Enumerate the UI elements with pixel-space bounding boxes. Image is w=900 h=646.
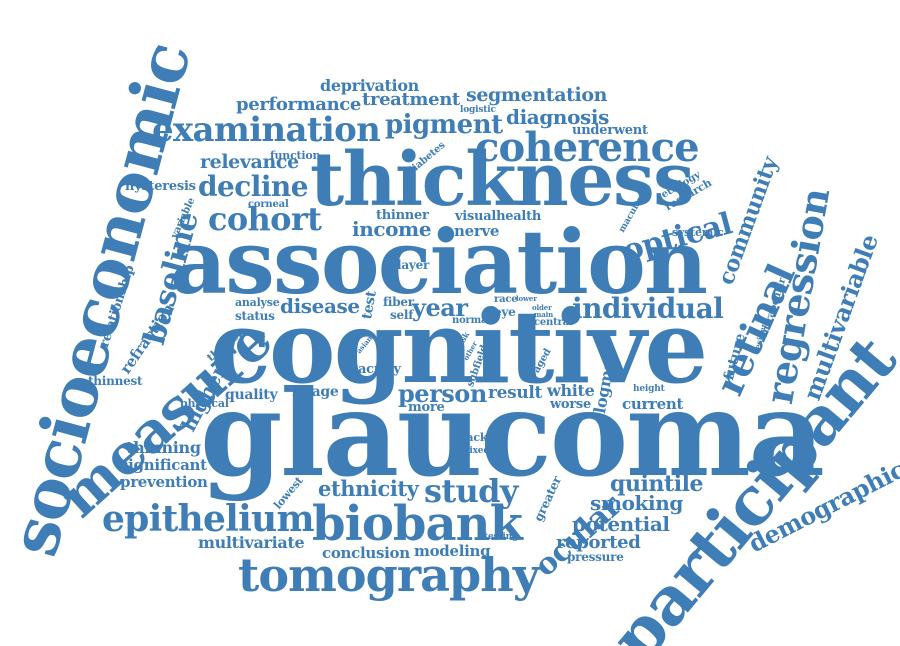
word-relevance: relevance <box>200 151 299 173</box>
word-individual: individual <box>572 292 724 325</box>
word-diagnosis: diagnosis <box>506 105 609 129</box>
word-person: person <box>398 379 487 408</box>
word-black: black <box>455 431 488 444</box>
word-quality: quality <box>225 387 278 403</box>
word-deprivation: deprivation <box>320 76 419 95</box>
word-performance: performance <box>236 94 362 115</box>
word-hysteresis: hysteresis <box>125 179 196 194</box>
word-modeling: modeling <box>414 542 491 560</box>
word-layer: layer <box>397 258 430 272</box>
word-mixed: mixed <box>460 446 490 456</box>
word-epithelium: epithelium <box>102 498 315 540</box>
word-biobank: biobank <box>312 496 523 552</box>
word-disease: disease <box>280 294 360 318</box>
word-normal: normal <box>452 315 491 326</box>
word-thinning: thinning <box>126 438 201 457</box>
word-income: income <box>352 217 432 241</box>
word-prevention: prevention <box>120 473 208 491</box>
word-cohort: cohort <box>208 200 322 238</box>
word-quintile: quintile <box>610 471 704 497</box>
word-fiber: fiber <box>383 295 414 309</box>
word-coherence: coherence <box>475 124 700 171</box>
word-ethnicity: ethnicity <box>318 476 419 501</box>
word-eye: eye <box>494 305 516 319</box>
word-significant: significant <box>120 456 207 474</box>
word-acuity: acuity <box>358 362 401 377</box>
word-segmentation: segmentation <box>466 84 608 106</box>
word-nerve: nerve <box>454 222 500 240</box>
word-potential: potential <box>572 512 670 536</box>
word-older: older <box>532 303 552 312</box>
word-result: result <box>488 383 542 403</box>
word-underwent: underwent <box>572 123 648 138</box>
word-multivariate: multivariate <box>198 533 305 552</box>
word-current: current <box>622 395 684 413</box>
word-main: main <box>534 310 554 319</box>
word-systemic: systemic <box>672 226 724 239</box>
word-self: self <box>390 308 414 322</box>
word-conclusion: conclusion <box>322 544 410 562</box>
word-corneal: corneal <box>248 199 289 210</box>
word-image: image <box>292 384 339 400</box>
word-white: white <box>547 381 595 400</box>
word-thinnest: thinnest <box>88 374 143 388</box>
word-reported: reported <box>556 532 641 553</box>
word-pigment: pigment <box>385 110 503 140</box>
word-tomography: tomography <box>238 548 540 602</box>
word-study: study <box>424 472 518 510</box>
word-analyse: analyse <box>235 296 280 309</box>
word-lower: lower <box>516 294 537 303</box>
word-function: function <box>270 149 321 162</box>
word-examination: examination <box>152 110 381 150</box>
word-testing: testing <box>484 532 519 542</box>
word-thickness: thickness <box>310 137 695 223</box>
word-year: year <box>412 293 468 322</box>
word-status: status <box>235 309 275 323</box>
word-visualhealth: visualhealth <box>455 209 542 224</box>
word-more: more <box>408 400 445 415</box>
word-central: central <box>534 317 573 328</box>
word-smoking: smoking <box>590 491 683 515</box>
word-worse: worse <box>550 397 592 412</box>
word-treatment: treatment <box>362 89 460 110</box>
word-height: height <box>633 384 665 394</box>
word-decline: decline <box>198 170 309 203</box>
word-cognitive: cognitive <box>210 288 708 406</box>
word-physical: physical <box>180 397 229 410</box>
word-glaucoma: glaucoma <box>200 364 825 503</box>
word-race: race <box>494 294 518 305</box>
word-association: association <box>170 210 708 314</box>
word-logistic: logistic <box>460 105 496 115</box>
word-thinner: thinner <box>376 208 429 223</box>
word-pressure: pressure <box>567 550 624 564</box>
